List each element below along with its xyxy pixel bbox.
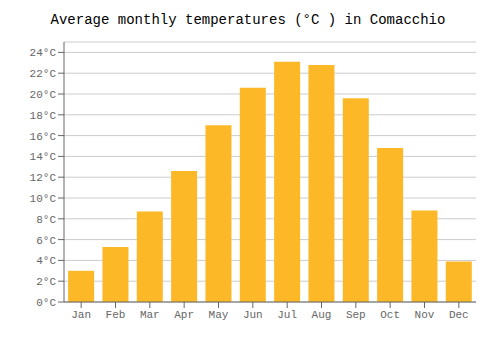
svg-text:14°C: 14°C (30, 151, 57, 163)
svg-text:Mar: Mar (140, 309, 160, 321)
svg-text:20°C: 20°C (30, 89, 57, 101)
svg-text:10°C: 10°C (30, 193, 57, 205)
svg-text:Jan: Jan (71, 309, 91, 321)
svg-text:Nov: Nov (415, 309, 435, 321)
svg-text:Sep: Sep (346, 309, 366, 321)
svg-text:Aug: Aug (312, 309, 332, 321)
svg-text:6°C: 6°C (36, 235, 56, 247)
svg-text:16°C: 16°C (30, 131, 57, 143)
svg-text:4°C: 4°C (36, 255, 56, 267)
svg-text:0°C: 0°C (36, 297, 56, 309)
svg-text:Dec: Dec (449, 309, 469, 321)
svg-text:May: May (209, 309, 229, 321)
svg-text:24°C: 24°C (30, 47, 57, 59)
html-text:Average monthly temperatures (: Average monthly temperatures (°C ) in Co… (50, 12, 446, 28)
svg-text:Apr: Apr (174, 309, 194, 321)
svg-text:Jul: Jul (277, 309, 297, 321)
svg-text:2°C: 2°C (36, 276, 56, 288)
svg-text:22°C: 22°C (30, 68, 57, 80)
svg-text:Oct: Oct (380, 309, 400, 321)
svg-text:Feb: Feb (106, 309, 126, 321)
svg-text:8°C: 8°C (36, 214, 56, 226)
svg-text:18°C: 18°C (30, 110, 57, 122)
svg-text:12°C: 12°C (30, 172, 57, 184)
svg-text:Jun: Jun (243, 309, 263, 321)
